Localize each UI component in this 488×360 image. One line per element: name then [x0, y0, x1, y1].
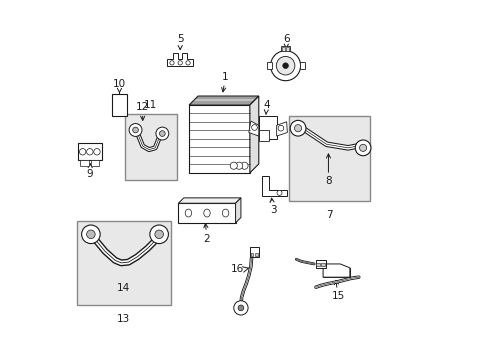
Circle shape	[359, 144, 366, 152]
Circle shape	[129, 123, 142, 136]
Polygon shape	[235, 198, 241, 223]
Bar	[288, 116, 369, 202]
Circle shape	[86, 149, 93, 155]
Polygon shape	[178, 198, 241, 203]
Bar	[281, 46, 289, 51]
Polygon shape	[248, 121, 258, 136]
Bar	[258, 116, 276, 139]
Text: 1: 1	[221, 72, 228, 92]
Bar	[299, 62, 304, 69]
Bar	[266, 62, 271, 69]
Text: 11: 11	[144, 100, 157, 110]
Circle shape	[132, 127, 138, 133]
Circle shape	[276, 57, 294, 75]
Circle shape	[80, 149, 86, 155]
Circle shape	[169, 61, 174, 65]
Text: 6: 6	[283, 33, 289, 48]
Circle shape	[155, 230, 163, 239]
Bar	[250, 252, 253, 256]
Bar	[323, 268, 349, 277]
Circle shape	[149, 225, 168, 244]
Polygon shape	[166, 53, 193, 66]
Text: 2: 2	[203, 224, 210, 244]
Text: 4: 4	[263, 100, 269, 114]
Bar	[249, 247, 258, 257]
Bar	[255, 252, 258, 256]
Circle shape	[270, 51, 300, 81]
Circle shape	[178, 61, 182, 65]
Bar	[90, 160, 99, 166]
Polygon shape	[262, 176, 287, 196]
Circle shape	[86, 230, 95, 239]
Circle shape	[94, 149, 100, 155]
Circle shape	[290, 120, 305, 136]
Text: 13: 13	[117, 314, 130, 324]
Bar	[178, 203, 235, 223]
Text: 14: 14	[117, 283, 130, 293]
Circle shape	[156, 127, 168, 140]
Circle shape	[230, 162, 237, 169]
Circle shape	[159, 131, 165, 136]
Text: 10: 10	[113, 79, 126, 93]
Bar	[189, 105, 249, 173]
Bar	[258, 130, 268, 141]
Circle shape	[354, 140, 370, 156]
Bar	[320, 263, 324, 266]
Ellipse shape	[185, 209, 191, 217]
Circle shape	[278, 125, 283, 131]
Circle shape	[233, 301, 247, 315]
Circle shape	[81, 225, 100, 244]
Text: 16: 16	[231, 264, 244, 274]
Text: 9: 9	[87, 163, 93, 179]
Bar	[112, 94, 126, 116]
Circle shape	[238, 305, 244, 311]
Text: 12: 12	[136, 102, 149, 120]
Bar	[77, 221, 171, 305]
Text: 8: 8	[325, 154, 331, 186]
Circle shape	[185, 61, 190, 65]
Bar	[78, 143, 102, 160]
Bar	[282, 47, 285, 51]
Circle shape	[251, 125, 257, 130]
Polygon shape	[276, 122, 287, 136]
Bar	[80, 160, 88, 166]
Circle shape	[294, 125, 301, 132]
Text: 15: 15	[331, 280, 344, 301]
Circle shape	[241, 162, 247, 169]
Text: 7: 7	[325, 210, 332, 220]
Circle shape	[282, 63, 288, 68]
Bar	[315, 263, 319, 266]
Bar	[124, 114, 176, 180]
Ellipse shape	[203, 209, 210, 217]
Bar	[315, 260, 325, 268]
Ellipse shape	[222, 209, 228, 217]
Text: 5: 5	[177, 34, 183, 50]
Polygon shape	[249, 96, 258, 173]
Polygon shape	[323, 264, 349, 277]
Bar	[285, 47, 288, 51]
Circle shape	[276, 190, 282, 195]
Text: 3: 3	[269, 198, 276, 215]
Circle shape	[235, 162, 242, 169]
Polygon shape	[189, 96, 258, 105]
